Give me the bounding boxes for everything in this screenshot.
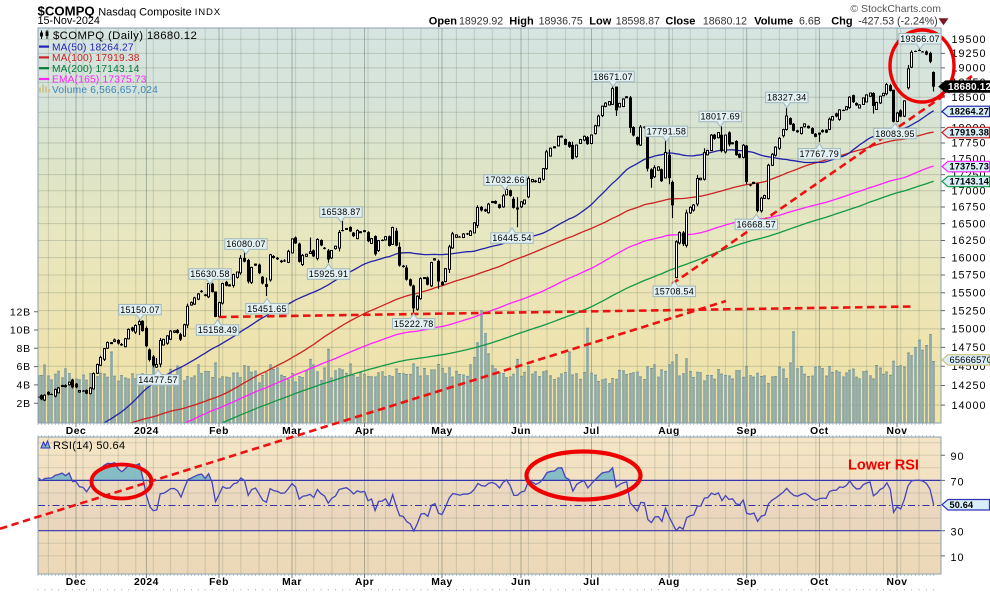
svg-text:Volume 6,566,657,024: Volume 6,566,657,024 bbox=[52, 85, 158, 96]
svg-text:16080.07: 16080.07 bbox=[226, 239, 266, 249]
svg-text:Chg: Chg bbox=[831, 16, 852, 28]
svg-text:MA(50) 18264.27: MA(50) 18264.27 bbox=[52, 42, 134, 53]
svg-text:Mar: Mar bbox=[282, 577, 302, 588]
svg-text:© StockCharts.com: © StockCharts.com bbox=[850, 3, 941, 15]
svg-text:INDX: INDX bbox=[195, 7, 221, 18]
svg-text:15500: 15500 bbox=[952, 287, 987, 299]
svg-text:6.6B: 6.6B bbox=[799, 16, 821, 28]
svg-text:16668.57: 16668.57 bbox=[737, 220, 777, 230]
svg-text:15158.49: 15158.49 bbox=[198, 325, 238, 335]
svg-text:19366.07: 19366.07 bbox=[900, 34, 940, 44]
svg-text:Lower RSI: Lower RSI bbox=[848, 458, 919, 474]
svg-text:Open: Open bbox=[429, 16, 457, 28]
svg-text:$COMPQ (Daily) 18680.12: $COMPQ (Daily) 18680.12 bbox=[53, 30, 197, 42]
svg-text:19250: 19250 bbox=[952, 48, 987, 60]
svg-text:15925.91: 15925.91 bbox=[309, 269, 349, 279]
svg-text:30: 30 bbox=[951, 527, 965, 539]
svg-text:16250: 16250 bbox=[952, 235, 987, 247]
svg-text:15250: 15250 bbox=[952, 305, 987, 317]
svg-text:17032.66: 17032.66 bbox=[485, 175, 525, 185]
svg-text:Sep: Sep bbox=[737, 577, 757, 588]
svg-text:May: May bbox=[431, 577, 453, 588]
svg-text:16000: 16000 bbox=[952, 252, 987, 264]
svg-text:2B: 2B bbox=[17, 398, 31, 410]
svg-text:18264.27: 18264.27 bbox=[950, 107, 990, 117]
svg-text:Low: Low bbox=[589, 16, 611, 28]
svg-text:Volume: Volume bbox=[754, 16, 793, 28]
svg-text:15451.65: 15451.65 bbox=[247, 304, 287, 314]
svg-text:17750: 17750 bbox=[952, 138, 987, 150]
svg-text:17143.14: 17143.14 bbox=[950, 177, 990, 187]
svg-text:18936.75: 18936.75 bbox=[539, 16, 583, 28]
svg-text:16445.54: 16445.54 bbox=[492, 233, 532, 243]
svg-text:18598.87: 18598.87 bbox=[616, 16, 660, 28]
svg-text:10: 10 bbox=[951, 552, 965, 564]
svg-text:15708.54: 15708.54 bbox=[655, 287, 695, 297]
svg-text:Feb: Feb bbox=[209, 577, 229, 588]
svg-text:RSI(14) 50.64: RSI(14) 50.64 bbox=[53, 440, 125, 452]
svg-text:19500: 19500 bbox=[952, 34, 987, 46]
svg-text:18017.69: 18017.69 bbox=[701, 112, 741, 122]
svg-text:Jun: Jun bbox=[511, 577, 531, 588]
svg-text:6B: 6B bbox=[17, 361, 31, 373]
svg-text:Dec: Dec bbox=[66, 577, 86, 588]
svg-text:16538.87: 16538.87 bbox=[321, 207, 361, 217]
svg-text:14750: 14750 bbox=[952, 342, 987, 354]
svg-text:14477.57: 14477.57 bbox=[138, 375, 178, 385]
svg-text:Aug: Aug bbox=[658, 577, 680, 588]
svg-text:14250: 14250 bbox=[952, 380, 987, 392]
svg-text:18680.12: 18680.12 bbox=[948, 82, 990, 93]
svg-text:15150.07: 15150.07 bbox=[120, 305, 160, 315]
svg-text:Apr: Apr bbox=[355, 577, 374, 588]
svg-text:18327.34: 18327.34 bbox=[767, 93, 807, 103]
svg-text:15-Nov-2024: 15-Nov-2024 bbox=[38, 15, 100, 27]
svg-text:10B: 10B bbox=[10, 325, 31, 337]
svg-text:16750: 16750 bbox=[952, 202, 987, 214]
svg-text:Nasdaq Composite: Nasdaq Composite bbox=[98, 7, 192, 19]
svg-text:18671.07: 18671.07 bbox=[593, 72, 633, 82]
svg-text:18083.95: 18083.95 bbox=[875, 129, 915, 139]
svg-text:17375.73: 17375.73 bbox=[950, 162, 990, 172]
svg-text:50.64: 50.64 bbox=[950, 500, 974, 510]
svg-text:17791.58: 17791.58 bbox=[647, 127, 687, 137]
svg-text:15750: 15750 bbox=[952, 270, 987, 282]
svg-text:15000: 15000 bbox=[952, 324, 987, 336]
svg-text:18929.92: 18929.92 bbox=[459, 16, 503, 28]
svg-text:High: High bbox=[509, 16, 534, 28]
svg-text:19000: 19000 bbox=[952, 63, 987, 75]
svg-text:-427.53 (-2.24%): -427.53 (-2.24%) bbox=[858, 16, 938, 28]
svg-text:MA(100) 17919.38: MA(100) 17919.38 bbox=[52, 53, 140, 64]
svg-text:17767.79: 17767.79 bbox=[800, 149, 840, 159]
svg-text:18500: 18500 bbox=[952, 92, 987, 104]
svg-text:2024: 2024 bbox=[134, 577, 159, 588]
svg-text:16500: 16500 bbox=[952, 218, 987, 230]
svg-text:MA(200) 17143.14: MA(200) 17143.14 bbox=[52, 64, 140, 75]
svg-text:90: 90 bbox=[951, 451, 965, 463]
svg-text:4B: 4B bbox=[17, 380, 31, 392]
svg-text:Close: Close bbox=[665, 16, 695, 28]
svg-text:17919.38: 17919.38 bbox=[950, 128, 990, 138]
svg-text:8B: 8B bbox=[17, 343, 31, 355]
svg-text:70: 70 bbox=[951, 476, 965, 488]
svg-text:Nov: Nov bbox=[887, 577, 908, 588]
svg-text:Jul: Jul bbox=[583, 577, 599, 588]
svg-text:15630.58: 15630.58 bbox=[190, 269, 230, 279]
svg-text:65666570: 65666570 bbox=[950, 355, 990, 365]
svg-text:15222.78: 15222.78 bbox=[394, 319, 434, 329]
svg-text:12B: 12B bbox=[10, 306, 31, 318]
svg-text:14000: 14000 bbox=[952, 400, 987, 412]
svg-text:18680.12: 18680.12 bbox=[703, 16, 747, 28]
svg-text:Oct: Oct bbox=[810, 577, 829, 588]
